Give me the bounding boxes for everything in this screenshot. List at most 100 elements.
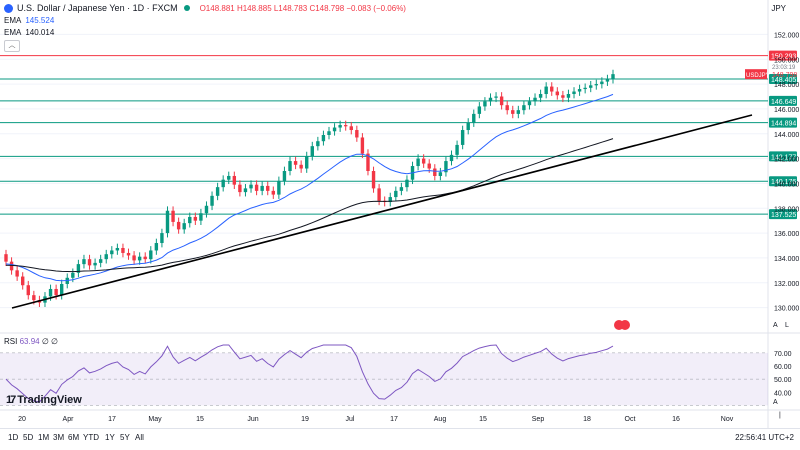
level-label: 137.525 — [771, 212, 796, 219]
candle-body — [433, 168, 437, 176]
time-tick-label: Apr — [63, 416, 75, 423]
candle-body — [193, 216, 198, 221]
svg-text:23:03:19: 23:03:19 — [772, 65, 796, 71]
ema-fast-label: EMA — [4, 16, 22, 25]
candle-body — [182, 223, 186, 230]
candle-body — [243, 188, 248, 193]
svg-text:USDJPY: USDJPY — [746, 73, 770, 79]
ema-slow-legend[interactable]: EMA 140.014 — [4, 28, 54, 37]
tradingview-logo[interactable]: 17 TradingView — [6, 394, 82, 406]
candle-body — [488, 97, 493, 102]
candle-body — [611, 74, 615, 80]
time-tick-label: May — [148, 416, 162, 423]
auto-scale-button[interactable]: A — [773, 322, 778, 329]
candle-body — [600, 81, 604, 85]
candle-body — [550, 86, 554, 92]
symbol-title[interactable]: U.S. Dollar / Japanese Yen · 1D · FXCM — [17, 3, 178, 13]
trend-line[interactable] — [11, 114, 753, 309]
time-tick-label: 15 — [479, 416, 487, 423]
candle-body — [544, 86, 548, 95]
ohlc-values: O148.881 H148.885 L148.783 C148.798 −0.0… — [199, 3, 406, 13]
rsi-legend[interactable]: RSI 63.94 ∅ ∅ — [4, 337, 58, 346]
svg-text:148.798: 148.798 — [772, 72, 797, 79]
candle-body — [366, 153, 370, 171]
timeframe-button-5d[interactable]: 5D — [23, 433, 34, 442]
candle-body — [149, 250, 153, 260]
candle-body — [87, 259, 92, 266]
timeframe-button-5y[interactable]: 5Y — [120, 433, 130, 442]
rsi-tick-label: 60.00 — [774, 364, 792, 371]
candle-body — [121, 247, 125, 253]
candle-body — [137, 256, 142, 261]
candle-body — [76, 264, 81, 273]
candle-body — [349, 126, 353, 131]
candle-body — [538, 94, 543, 98]
timeframe-button-1d[interactable]: 1D — [8, 433, 19, 442]
axis-separator: | — [779, 412, 781, 419]
candle-body — [561, 95, 565, 98]
candle-body — [15, 270, 19, 277]
price-tick-label: 142.000 — [774, 157, 799, 164]
candle-body — [394, 190, 398, 198]
rsi-label: RSI — [4, 337, 18, 346]
candle-body — [254, 184, 259, 191]
timeframe-button-3m[interactable]: 3M — [53, 433, 65, 442]
candle-body — [589, 85, 593, 88]
price-tick-label: 148.000 — [774, 82, 799, 89]
candle-body — [472, 113, 476, 123]
event-flag-icon[interactable] — [614, 320, 630, 330]
rsi-scale-button[interactable]: A — [773, 399, 778, 406]
candle-body — [583, 87, 587, 90]
usd-flag-icon — [4, 3, 13, 13]
bottom-toolbar — [0, 428, 800, 450]
level-label-bg — [769, 50, 797, 61]
candle-body — [460, 130, 465, 145]
log-scale-button[interactable]: L — [785, 322, 789, 329]
timeframe-button-6m[interactable]: 6M — [68, 433, 80, 442]
candle-body — [171, 210, 175, 222]
candle-body — [505, 105, 509, 111]
candle-body — [444, 161, 448, 173]
candle-body — [82, 259, 86, 265]
candle-body — [176, 221, 181, 230]
candle-body — [321, 134, 326, 142]
currency-label[interactable]: JPY — [771, 4, 786, 13]
level-label: 146.649 — [771, 99, 796, 106]
level-label: 142.177 — [771, 154, 796, 161]
collapse-legend-button[interactable]: ︿ — [4, 40, 20, 52]
timeframe-button-ytd[interactable]: YTD — [83, 433, 99, 442]
candle-body — [160, 233, 164, 244]
candle-body — [555, 91, 560, 96]
price-tick-label: 150.000 — [774, 57, 799, 64]
candle-body — [277, 180, 281, 195]
candle-body — [288, 161, 292, 171]
timeframe-button-1y[interactable]: 1Y — [105, 433, 115, 442]
ema-fast-legend[interactable]: EMA 145.524 — [4, 16, 54, 25]
candle-body — [210, 195, 214, 206]
price-tick-label: 140.000 — [774, 181, 799, 188]
candle-body — [438, 172, 443, 176]
ema-slow-line[interactable] — [5, 138, 614, 273]
level-label-bg — [769, 176, 797, 187]
rsi-line[interactable] — [5, 344, 614, 403]
candle-body — [327, 131, 331, 135]
rsi-tick-label: 50.00 — [774, 377, 792, 384]
candle-body — [232, 175, 237, 185]
utc-clock[interactable]: 22:56:41 UTC+2 — [735, 433, 794, 442]
time-tick-label: Jun — [247, 416, 258, 423]
level-label: 144.894 — [771, 121, 796, 128]
candle-body — [143, 256, 147, 260]
candle-body — [377, 188, 381, 201]
timeframe-button-1m[interactable]: 1M — [38, 433, 50, 442]
ema-fast-line[interactable] — [5, 93, 614, 282]
time-tick-label: Aug — [434, 416, 447, 423]
candle-body — [477, 106, 482, 114]
price-tick-label: 130.000 — [774, 306, 799, 313]
candle-body — [527, 101, 532, 106]
candle-body — [305, 156, 309, 169]
candle-body — [54, 288, 58, 296]
candle-body — [4, 254, 8, 262]
timeframe-button-all[interactable]: All — [135, 433, 144, 442]
